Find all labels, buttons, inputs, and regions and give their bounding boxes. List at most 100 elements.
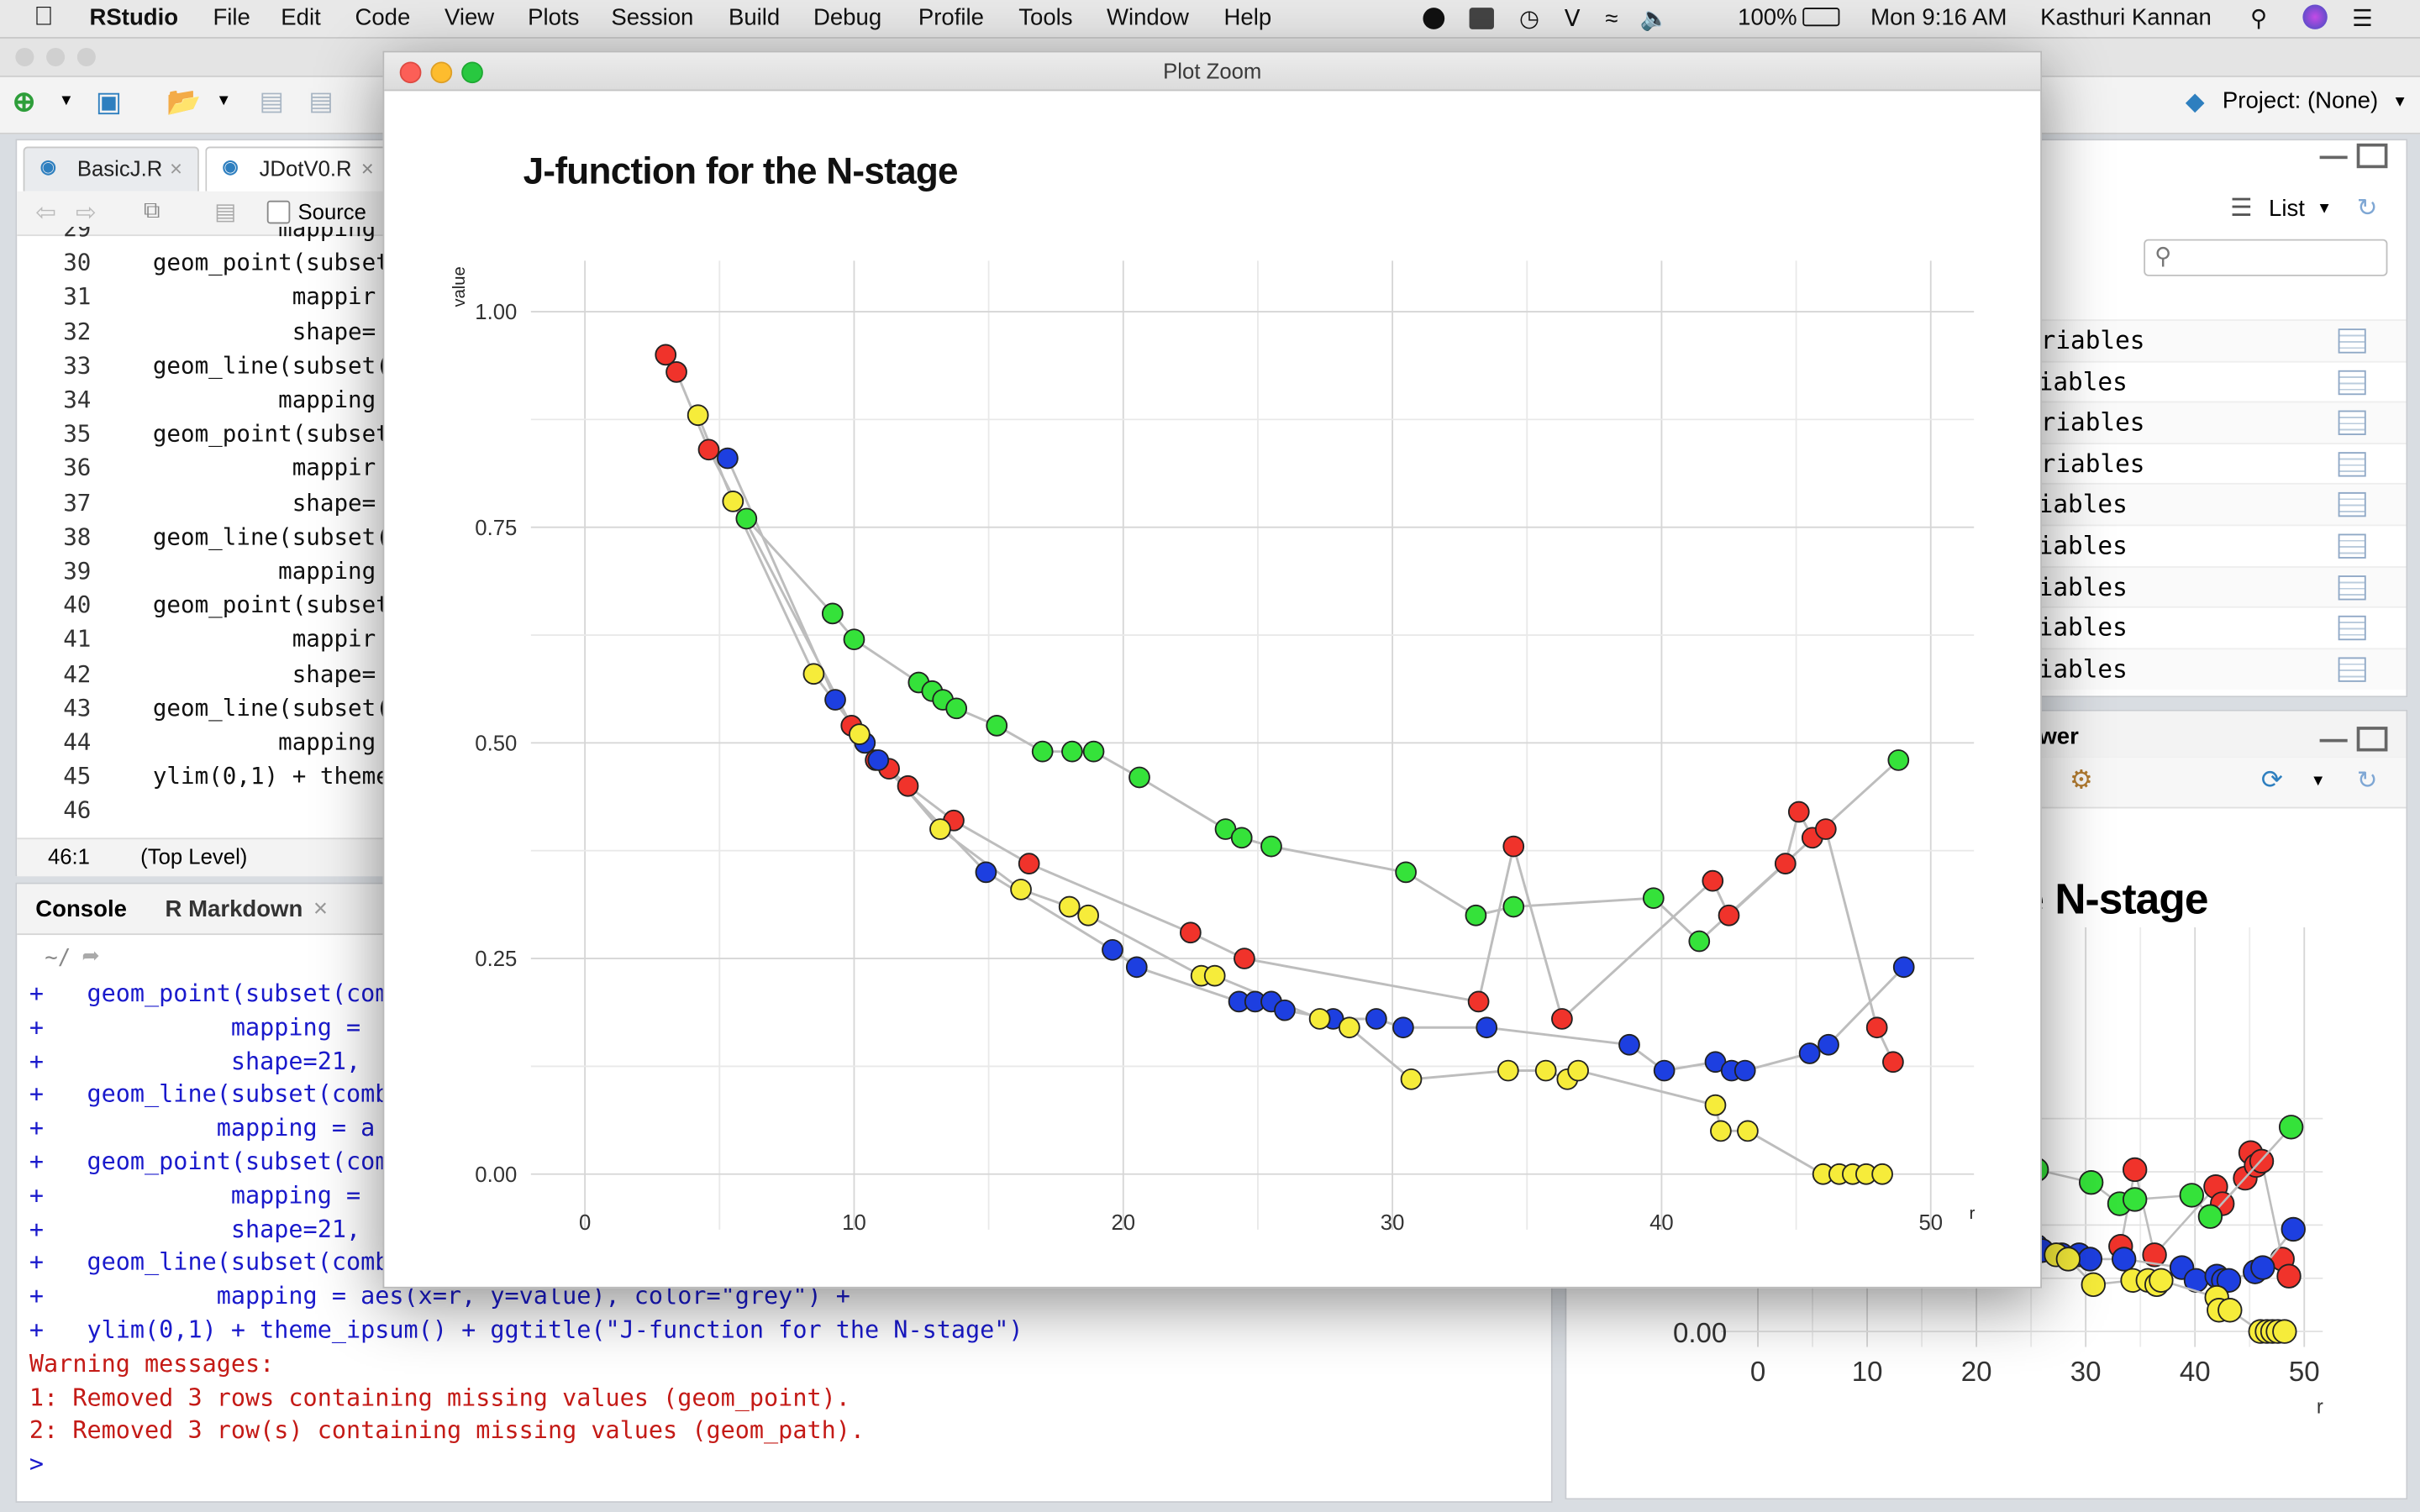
close-tab-icon[interactable]: × — [313, 896, 329, 923]
line-number: 34 — [63, 386, 92, 414]
chevron-down-icon[interactable]: ▼ — [2316, 200, 2333, 218]
grid-view-icon[interactable] — [2338, 328, 2366, 354]
close-tab-icon[interactable]: × — [170, 155, 183, 181]
line-number: 44 — [63, 727, 92, 756]
volume-icon[interactable]: 🔈 — [1639, 6, 1669, 33]
chevron-down-icon[interactable]: ▼ — [2391, 94, 2408, 112]
grid-view-icon[interactable] — [2338, 616, 2366, 641]
maximize-pane-icon[interactable] — [2356, 727, 2388, 752]
time-machine-icon[interactable]: ◷ — [1518, 6, 1540, 33]
point-yellow — [2081, 1272, 2106, 1298]
menu-code[interactable]: Code — [355, 4, 411, 31]
back-arrow-icon[interactable]: ⇦ — [35, 200, 56, 227]
clock[interactable]: Mon 9:16 AM — [1870, 4, 2007, 31]
point-red — [2122, 1157, 2148, 1183]
source-on-save-checkbox[interactable] — [266, 200, 291, 224]
app-menu[interactable]: RStudio — [89, 4, 179, 31]
grid-view-icon[interactable] — [2338, 657, 2366, 682]
close-icon[interactable] — [15, 47, 34, 66]
save-all-icon[interactable]: ▤ — [308, 86, 334, 116]
chevron-down-icon[interactable]: ▼ — [58, 92, 74, 110]
point-yellow — [1534, 1059, 1557, 1082]
search-input[interactable]: ⚲ — [2144, 239, 2388, 276]
menu-help[interactable]: Help — [1223, 4, 1272, 31]
apple-icon[interactable]:  — [34, 2, 53, 33]
scope-selector[interactable]: (Top Level) — [140, 843, 248, 869]
open-folder-icon[interactable]: 📂 — [166, 86, 202, 118]
menu-file[interactable]: File — [213, 4, 250, 31]
menu-tools[interactable]: Tools — [1018, 4, 1073, 31]
view-mode-dropdown[interactable]: List — [2269, 196, 2305, 223]
tab-jdotv0[interactable]: ◉ JDotV0.R × — [205, 146, 391, 192]
chevron-down-icon[interactable]: ▼ — [2310, 773, 2326, 790]
new-project-icon[interactable]: ▣ — [95, 86, 123, 118]
bluetooth-icon[interactable]: ᐯ — [1564, 6, 1581, 33]
menu-plots[interactable]: Plots — [528, 4, 580, 31]
console-input-line: + mapping = a — [29, 1114, 376, 1142]
maximize-pane-icon[interactable] — [2356, 143, 2388, 169]
save-icon[interactable]: ▤ — [259, 86, 285, 116]
minimize-icon[interactable] — [430, 61, 453, 84]
minimize-pane-icon[interactable] — [2319, 738, 2348, 743]
minimize-icon[interactable] — [46, 47, 66, 66]
refresh-icon[interactable]: ↻ — [2356, 768, 2378, 795]
wifi-icon[interactable]: ≈ — [1605, 6, 1618, 33]
point-yellow — [1704, 1094, 1727, 1116]
point-yellow — [2055, 1247, 2081, 1272]
broom-icon[interactable]: ⚙ — [2070, 765, 2094, 795]
show-in-window-icon[interactable]: ⧉ — [143, 197, 160, 224]
notification-center-icon[interactable]: ☰ — [2352, 6, 2373, 33]
project-menu[interactable]: Project: (None) — [2222, 87, 2379, 114]
minimize-pane-icon[interactable] — [2319, 155, 2348, 160]
refresh-icon[interactable]: ↻ — [2356, 196, 2378, 223]
tab-basicj[interactable]: ◉ BasicJ.R × — [23, 146, 199, 192]
tab-r-markdown[interactable]: R Markdown — [165, 896, 303, 923]
console-input-line: > — [29, 1450, 45, 1478]
grid-view-icon[interactable] — [2338, 451, 2366, 477]
menu-build[interactable]: Build — [728, 4, 781, 31]
point-blue — [1392, 1016, 1414, 1039]
user-name[interactable]: Kasthuri Kannan — [2040, 4, 2212, 31]
battery-icon[interactable] — [1802, 5, 1840, 31]
grid-view-icon[interactable] — [2338, 492, 2366, 518]
forward-arrow-icon[interactable]: ⇨ — [76, 200, 97, 227]
viewer-plot-title: e N-stage — [2020, 874, 2208, 923]
code-text: shape= — [152, 317, 376, 345]
tab-viewer[interactable]: wer — [2039, 723, 2079, 750]
console-input-line: + geom_line(subset(comb — [29, 1080, 390, 1109]
grid-view-icon[interactable] — [2338, 533, 2366, 559]
spotlight-icon[interactable]: ⚲ — [2249, 6, 2268, 33]
menu-debug[interactable]: Debug — [813, 4, 882, 31]
new-file-icon[interactable]: ⊕ — [12, 86, 36, 118]
x-axis-label: r — [1970, 1205, 1975, 1223]
menu-profile[interactable]: Profile — [918, 4, 984, 31]
plot-zoom-titlebar[interactable]: Plot Zoom — [384, 52, 2041, 92]
point-blue — [1476, 1016, 1498, 1039]
menu-session[interactable]: Session — [611, 4, 694, 31]
save-icon[interactable]: ▤ — [214, 198, 237, 226]
publish-icon[interactable]: ⟳ — [2260, 765, 2283, 795]
cursor-position: 46:1 — [47, 843, 90, 869]
grid-view-icon[interactable] — [2338, 575, 2366, 600]
menu-edit[interactable]: Edit — [281, 4, 321, 31]
x-tick-label: 10 — [842, 1211, 866, 1235]
menu-window[interactable]: Window — [1106, 4, 1189, 31]
zoom-icon[interactable] — [76, 47, 96, 66]
chevron-down-icon[interactable]: ▼ — [216, 92, 232, 110]
display-icon[interactable] — [1469, 8, 1495, 29]
list-view-icon[interactable]: ☰ — [2230, 196, 2253, 223]
grid-view-icon[interactable] — [2338, 410, 2366, 436]
circle-icon[interactable] — [1423, 8, 1445, 29]
siri-icon[interactable] — [2302, 4, 2328, 31]
point-green — [2078, 1169, 2104, 1195]
close-tab-icon[interactable]: × — [360, 155, 374, 181]
grid-view-icon[interactable] — [2338, 370, 2366, 395]
working-directory[interactable]: ~/ — [45, 945, 71, 971]
menu-view[interactable]: View — [444, 4, 495, 31]
line-number: 43 — [63, 694, 92, 722]
zoom-icon[interactable] — [461, 61, 483, 84]
code-area[interactable]: 29 mapping 30 geom_point(subset 31 mappir 32… — [17, 227, 387, 837]
close-icon[interactable] — [399, 61, 422, 84]
go-to-directory-icon[interactable]: ➦ — [82, 942, 100, 968]
tab-console[interactable]: Console — [35, 896, 127, 923]
